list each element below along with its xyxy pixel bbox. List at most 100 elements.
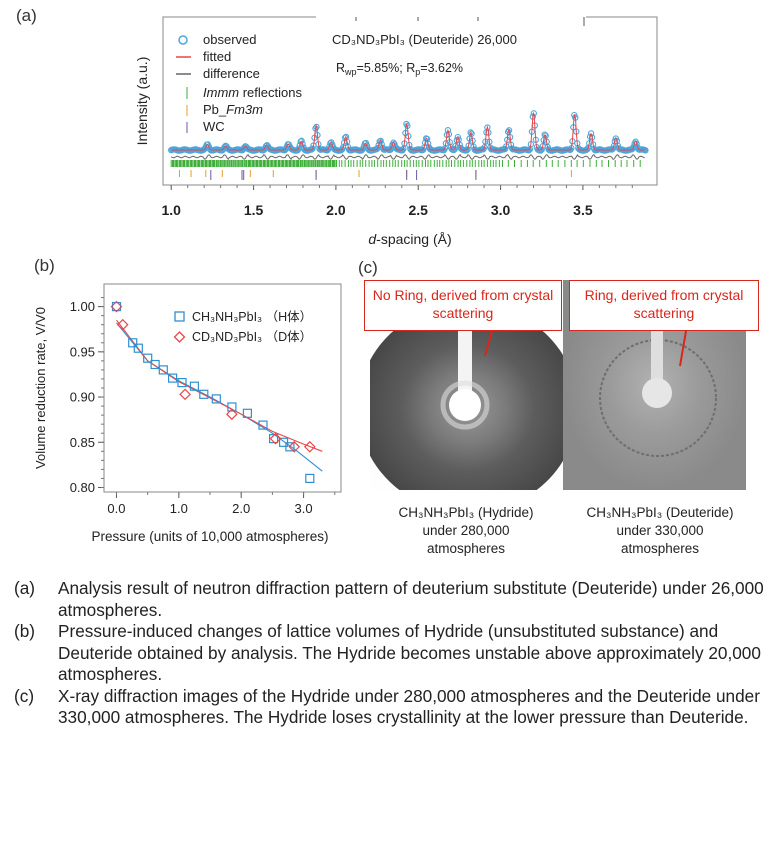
observed-point [309, 145, 316, 152]
r-factor-annotation: Rwp=5.85%; Rp=3.62% [336, 61, 463, 77]
y-axis-label-b: Volume reduction rate, V/V0 [33, 307, 48, 469]
x-tick-label-a: 3.5 [573, 202, 593, 218]
difference-curve [170, 154, 645, 160]
deuteride-caption-line-2: under 330,000 [616, 523, 704, 538]
caption-c-text: X-ray diffraction images of the Hydride … [58, 685, 760, 728]
top-tick-marks [355, 17, 585, 26]
hydride-point [177, 377, 187, 388]
neutron-diffraction-chart: observed fitted difference Immm reflecti… [134, 12, 658, 247]
callout-no-ring-text: No Ring, derived from crystal scattering [372, 287, 554, 321]
observed-point [585, 144, 592, 151]
hydride-point [150, 359, 160, 370]
y-axis-label-a: Intensity (a.u.) [134, 57, 150, 146]
caption-b: (b) Pressure-induced changes of lattice … [14, 621, 766, 686]
x-tick-label-a: 2.0 [326, 202, 346, 218]
hydride-point [133, 343, 143, 353]
x-axis-label-b: Pressure (units of 10,000 atmospheres) [91, 529, 328, 544]
x-axis-label-a: d-spacing (Å) [368, 231, 451, 247]
x-tick-label-a: 1.0 [161, 202, 181, 218]
hydride-point [111, 301, 122, 312]
x-tick-label-b: 0.0 [107, 501, 125, 516]
y-tick-label-b: 0.95 [70, 344, 95, 359]
y-tick-label-b: 0.80 [70, 480, 95, 495]
deuteride-point [269, 432, 282, 445]
caption-a-key: (a) [14, 578, 36, 598]
hydride-point [189, 381, 199, 391]
hydride-point [227, 402, 237, 412]
deuteride-caption-line-1: CH₃NH₃PbI₃ (Deuteride) [586, 505, 734, 520]
deuteride-point [226, 408, 238, 421]
deuteride-caption-line-3: atmospheres [620, 541, 700, 556]
caption-b-text: Pressure-induced changes of lattice volu… [58, 621, 761, 684]
hydride-point [211, 394, 221, 404]
fit-line [116, 319, 323, 452]
observed-point [444, 127, 452, 134]
hydride-caption-line-2: under 280,000 [422, 523, 510, 538]
callout-ring: Ring, derived from crystal scattering [569, 280, 759, 331]
fit-lines-b [116, 319, 323, 472]
hydride-point [305, 473, 315, 483]
fitted-curve-group [171, 112, 645, 151]
y-tick-label-b: 1.00 [70, 299, 95, 314]
x-axis-ticks-b: 0.0 1.0 2.0 3.0 [107, 492, 336, 516]
caption-b-key: (b) [14, 621, 36, 641]
legend-a: observed fitted difference Immm reflecti… [176, 32, 302, 134]
legend-observed-label: observed [203, 32, 256, 47]
legend-hydride-label: CH₃NH₃PbI₃ （H体） [192, 310, 312, 324]
x-tick-label-b: 3.0 [295, 501, 313, 516]
legend-hydride-marker [174, 311, 185, 322]
callout-pointers [484, 330, 687, 367]
observed-point [609, 145, 617, 152]
hydride-point [258, 420, 268, 430]
caption-c-key: (c) [14, 685, 35, 706]
y-tick-label-b: 0.85 [70, 435, 95, 450]
pointer-left [484, 330, 493, 357]
x-tick-label-a: 1.5 [244, 202, 264, 218]
hydride-point [143, 353, 153, 363]
hydride-caption-line-3: atmospheres [426, 541, 506, 556]
pointer-right [679, 330, 687, 367]
observed-point [377, 137, 384, 145]
x-tick-label-b: 2.0 [232, 501, 250, 516]
deuteride-point [303, 440, 316, 453]
sample-annotation: CD₃ND₃PbI₃ (Deuteride) 26,000 [332, 32, 517, 47]
hydride-point [168, 373, 178, 383]
deuteride-point [110, 300, 123, 313]
observed-point [298, 137, 305, 144]
x-tick-label-a: 2.5 [408, 202, 428, 218]
hydride-point [269, 434, 279, 444]
observed-point [451, 145, 458, 153]
x-tick-label-b: 1.0 [170, 501, 188, 516]
callout-ring-text: Ring, derived from crystal scattering [584, 287, 744, 321]
annotation-mask [316, 12, 586, 24]
panel-c-label: (c) [358, 258, 378, 277]
legend-wc-label: WC [203, 119, 225, 134]
deuteride-point [116, 318, 129, 331]
legend-deuteride-marker [173, 331, 186, 343]
observed-point [505, 127, 513, 134]
legend-fitted-label: fitted [203, 49, 231, 64]
x-axis-ticks-a: 1.0 1.5 2.0 2.5 3.0 3.5 [161, 185, 633, 218]
reflection-tick-rows [170, 160, 641, 180]
caption-a-text: Analysis result of neutron diffraction p… [58, 578, 764, 620]
hydride-point [242, 408, 252, 418]
observed-point [481, 144, 488, 151]
panel-b-label: (b) [34, 256, 55, 275]
legend-b: CH₃NH₃PbI₃ （H体） CD₃ND₃PbI₃ （D体） [173, 310, 312, 344]
hydride-point [158, 365, 168, 375]
callout-no-ring: No Ring, derived from crystal scattering [364, 280, 562, 331]
hydride-point [128, 338, 138, 348]
xray-caption-deuteride: CH₃NH₃PbI₃ (Deuteride) under 330,000 atm… [562, 504, 758, 558]
caption-c: (c) X-ray diffraction images of the Hydr… [14, 686, 766, 729]
observed-point [464, 146, 471, 153]
data-points-b [110, 300, 316, 483]
legend-deuteride-label: CD₃ND₃PbI₃ （D体） [192, 330, 312, 344]
legend-observed-marker [178, 35, 188, 45]
hydride-caption-line-1: CH₃NH₃PbI₃ (Hydride) [398, 505, 534, 520]
x-tick-label-a: 3.0 [491, 202, 511, 218]
panel-a-label: (a) [16, 6, 37, 25]
caption-a: (a) Analysis result of neutron diffracti… [14, 578, 766, 621]
observed-point [587, 130, 595, 137]
xray-caption-hydride: CH₃NH₃PbI₃ (Hydride) under 280,000 atmos… [368, 504, 564, 558]
fitted-curve [171, 112, 645, 151]
